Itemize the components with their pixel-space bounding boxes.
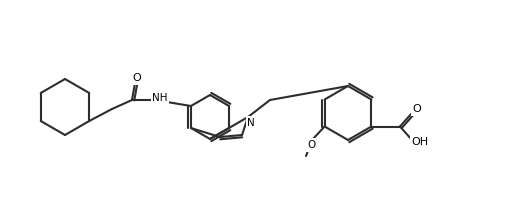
Text: NH: NH (152, 93, 168, 103)
Text: OH: OH (411, 137, 428, 147)
Text: N: N (247, 118, 255, 128)
Text: O: O (307, 140, 315, 150)
Text: O: O (413, 104, 421, 114)
Text: O: O (133, 73, 141, 83)
